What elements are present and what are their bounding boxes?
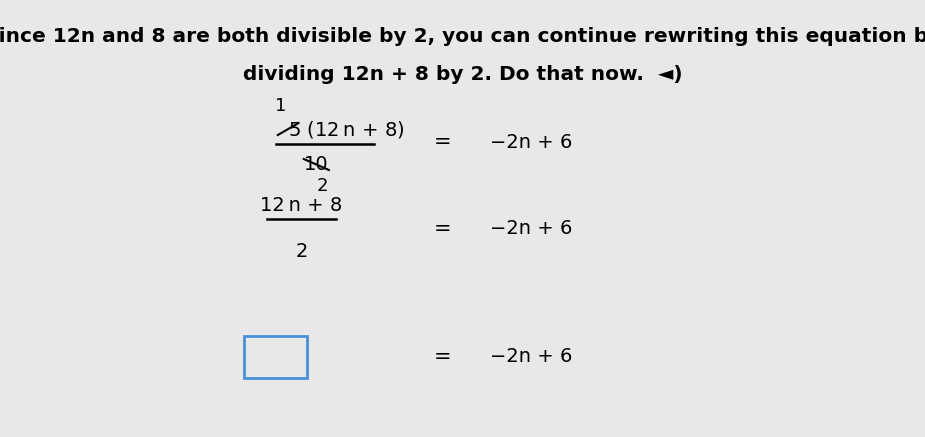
Text: $\it{5}$ (12 ​n + 8): $\it{5}$ (12 ​n + 8) (289, 118, 404, 139)
Text: 12 n + 8: 12 n + 8 (261, 196, 342, 215)
Text: 1: 1 (275, 97, 287, 115)
Text: =: = (433, 347, 451, 367)
Text: =: = (433, 132, 451, 152)
Text: 2: 2 (295, 242, 308, 261)
Text: −2​n + 6: −2​n + 6 (489, 347, 573, 367)
Text: −2​n + 6: −2​n + 6 (489, 132, 573, 152)
Text: dividing 12n + 8 by 2. Do that now.  ◄): dividing 12n + 8 by 2. Do that now. ◄) (242, 65, 683, 84)
Text: −2​n + 6: −2​n + 6 (489, 219, 573, 239)
FancyBboxPatch shape (244, 336, 307, 378)
Text: Since 12n and 8 are both divisible by 2, you can continue rewriting this equatio: Since 12n and 8 are both divisible by 2,… (0, 27, 925, 46)
Text: 2: 2 (316, 177, 328, 195)
Text: 10: 10 (304, 155, 328, 174)
Text: =: = (433, 219, 451, 239)
